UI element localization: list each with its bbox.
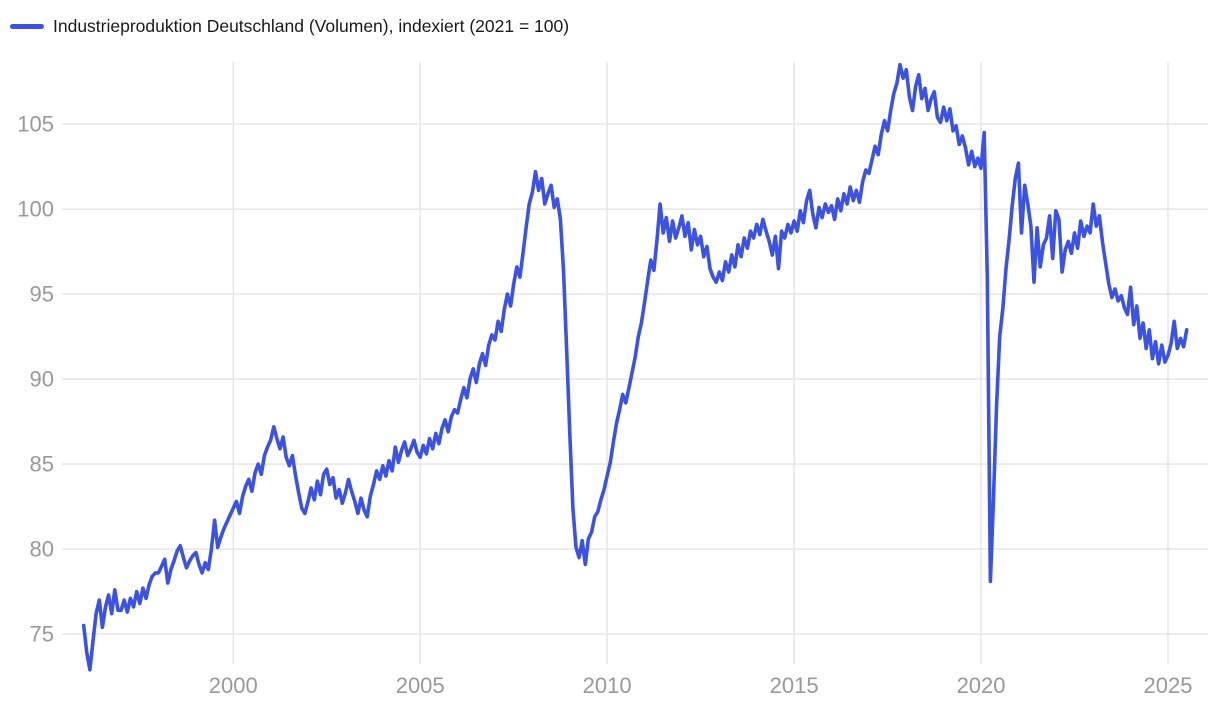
x-axis-labels: 2000 2005 2010 2015 2020 2025 bbox=[209, 673, 1193, 698]
y-axis-tick-label: 85 bbox=[30, 452, 54, 477]
y-axis-tick-label: 90 bbox=[30, 367, 54, 392]
x-axis-tick-label: 2010 bbox=[583, 673, 632, 698]
y-axis-labels: 75 80 85 90 95 100 105 bbox=[17, 112, 54, 647]
y-axis-tick-label: 100 bbox=[17, 197, 54, 222]
x-axis-tick-label: 2025 bbox=[1144, 673, 1193, 698]
y-axis-tick-label: 95 bbox=[30, 282, 54, 307]
y-axis-tick-label: 80 bbox=[30, 537, 54, 562]
x-axis-tick-label: 2015 bbox=[770, 673, 819, 698]
x-axis-tick-label: 2000 bbox=[209, 673, 258, 698]
legend-line-swatch bbox=[10, 23, 44, 29]
data-line-industrieproduktion bbox=[81, 62, 1189, 672]
legend-label: Industrieproduktion Deutschland (Volumen… bbox=[53, 16, 570, 36]
x-axis-tick-label: 2005 bbox=[396, 673, 445, 698]
x-axis-tick-label: 2020 bbox=[957, 673, 1006, 698]
legend: Industrieproduktion Deutschland (Volumen… bbox=[10, 14, 569, 38]
horizontal-gridlines bbox=[62, 123, 1208, 635]
y-axis-tick-label: 75 bbox=[30, 622, 54, 647]
vertical-gridlines bbox=[232, 62, 1169, 664]
y-axis-tick-label: 105 bbox=[17, 112, 54, 137]
